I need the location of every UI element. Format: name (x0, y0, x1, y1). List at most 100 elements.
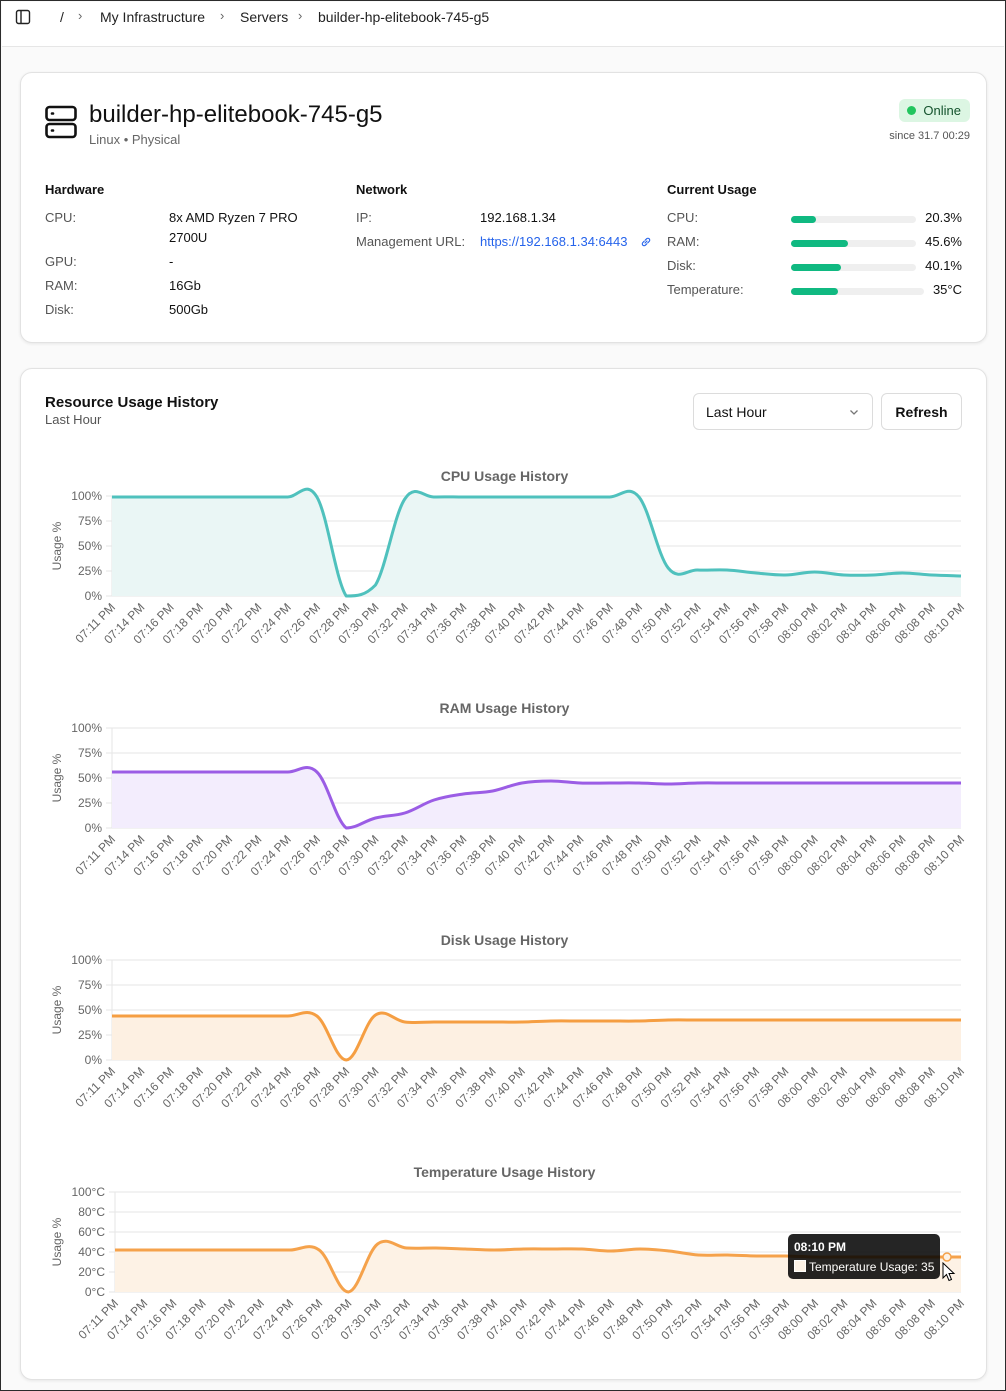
chart-title: Temperature Usage History (414, 1164, 596, 1180)
y-tick-label: 100% (71, 953, 102, 967)
y-tick-label: 0% (85, 589, 103, 603)
sidebar-toggle-icon[interactable] (14, 8, 32, 26)
breadcrumb-bar: / › My Infrastructure › Servers › builde… (2, 2, 1004, 47)
y-tick-label: 75% (78, 746, 102, 760)
management-url-link[interactable]: https://192.168.1.34:6443 (480, 234, 628, 249)
status-badge: Online (899, 99, 970, 122)
server-name: builder-hp-elitebook-745-g5 (89, 101, 383, 128)
usage-label: RAM: (667, 234, 700, 249)
hardware-ram-value: 16Gb (169, 278, 201, 293)
series-area (112, 489, 961, 596)
y-tick-label: 25% (78, 796, 102, 810)
network-ip-value: 192.168.1.34 (480, 210, 556, 225)
status-dot-icon (907, 106, 917, 115)
hardware-cpu-value: 8x AMD Ryzen 7 PRO (169, 210, 298, 225)
network-ip-label: IP: (356, 210, 372, 225)
y-tick-label: 50% (78, 771, 102, 785)
hardware-gpu-value: - (169, 254, 174, 269)
status-since: since 31.7 00:29 (889, 130, 970, 142)
usage-value: 35°C (932, 282, 962, 297)
y-axis-label: Usage % (50, 1217, 64, 1266)
chart-title: CPU Usage History (441, 468, 569, 484)
series-line (111, 487, 962, 598)
y-tick-label: 50% (78, 1003, 102, 1017)
usage-bar-fill (791, 288, 838, 295)
chart-3: Temperature Usage History 0°C 20°C 40°C 60°C… (50, 1164, 967, 1342)
usage-bar-fill (791, 240, 848, 247)
y-tick-label: 50% (78, 539, 102, 553)
history-subtitle: Last Hour (45, 412, 102, 427)
y-tick-label: 60°C (78, 1225, 105, 1239)
time-range-select[interactable]: Last Hour (693, 393, 873, 430)
usage-bar-fill (791, 264, 841, 271)
usage-bar (791, 288, 924, 295)
y-tick-label: 0% (85, 821, 103, 835)
breadcrumb-my-infrastructure[interactable]: My Infrastructure (100, 9, 206, 25)
usage-label: CPU: (667, 210, 699, 225)
usage-value: 20.3% (925, 210, 962, 225)
usage-bar (791, 216, 916, 223)
chart-2: Disk Usage History 0% 25% 50% 75% 100% Usage %… (50, 932, 967, 1110)
tooltip-text: Temperature Usage: 35 (809, 1260, 935, 1274)
chart-title: RAM Usage History (440, 700, 570, 716)
mouse-cursor-icon (942, 1261, 956, 1287)
usage-label: Disk: (667, 258, 696, 273)
current-usage-title: Current Usage (667, 182, 757, 197)
chevron-down-icon (848, 405, 860, 421)
y-tick-label: 100% (71, 489, 102, 503)
tooltip-swatch (794, 1260, 806, 1272)
y-tick-label: 40°C (78, 1245, 105, 1259)
network-title: Network (356, 182, 408, 197)
y-axis-label: Usage % (50, 753, 64, 802)
y-tick-label: 25% (78, 564, 102, 578)
usage-label: Temperature: (667, 282, 744, 297)
time-range-value: Last Hour (706, 403, 767, 420)
status-text: Online (923, 103, 961, 118)
server-icon (45, 105, 77, 144)
usage-bar (791, 240, 916, 247)
series-area (112, 767, 961, 828)
network-mgmt-label: Management URL: (356, 234, 466, 249)
hardware-disk-value: 500Gb (169, 302, 209, 317)
server-info-card: builder-hp-elitebook-745-g5 Linux • Phys… (20, 72, 987, 343)
y-tick-label: 80°C (78, 1205, 105, 1219)
y-tick-label: 100°C (72, 1185, 106, 1199)
refresh-button[interactable]: Refresh (881, 393, 962, 430)
y-axis-label: Usage % (50, 985, 64, 1034)
chart-tooltip: 08:10 PM Temperature Usage: 35 (788, 1234, 940, 1279)
usage-value: 45.6% (925, 234, 962, 249)
chevron-right-icon: › (220, 8, 225, 23)
external-link-icon[interactable] (640, 235, 652, 253)
chevron-right-icon: › (78, 8, 83, 23)
usage-value: 40.1% (925, 258, 962, 273)
history-title: Resource Usage History (45, 394, 219, 411)
series-area (115, 1241, 961, 1292)
hardware-title: Hardware (45, 182, 105, 197)
series-line (111, 766, 961, 830)
hardware-ram-label: RAM: (45, 278, 78, 293)
usage-bar (791, 264, 916, 271)
hardware-gpu-label: GPU: (45, 254, 77, 269)
hardware-disk-label: Disk: (45, 302, 74, 317)
breadcrumb-servers[interactable]: Servers (240, 9, 289, 25)
hover-point (942, 1252, 952, 1262)
breadcrumb-current-server: builder-hp-elitebook-745-g5 (318, 9, 490, 25)
y-tick-label: 75% (78, 514, 102, 528)
hardware-cpu-value-line2: 2700U (169, 230, 208, 245)
chevron-right-icon: › (298, 8, 303, 23)
y-tick-label: 75% (78, 978, 102, 992)
breadcrumb-root[interactable]: / (60, 9, 64, 25)
y-tick-label: 25% (78, 1028, 102, 1042)
series-line (112, 1011, 962, 1062)
y-tick-label: 20°C (78, 1265, 105, 1279)
series-area (112, 1012, 961, 1060)
hardware-cpu-label: CPU: (45, 210, 77, 225)
y-axis-label: Usage % (50, 521, 64, 570)
chart-title: Disk Usage History (441, 932, 569, 948)
usage-bar-fill (791, 216, 816, 223)
y-tick-label: 0°C (85, 1285, 105, 1299)
y-tick-label: 100% (71, 721, 102, 735)
